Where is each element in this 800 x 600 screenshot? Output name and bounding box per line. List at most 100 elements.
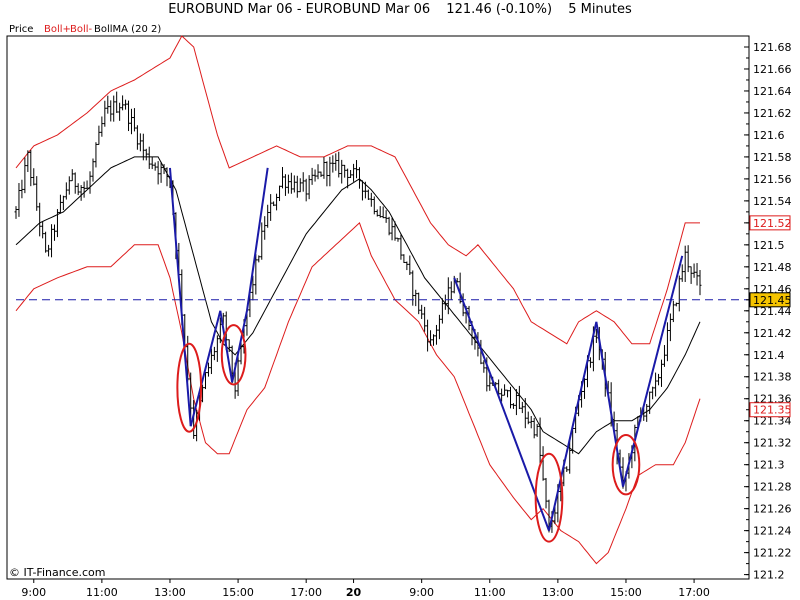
pattern-segment bbox=[219, 310, 234, 383]
price-bar bbox=[266, 204, 270, 228]
price-tag-label: 121.35 bbox=[753, 404, 792, 417]
pattern-segment bbox=[453, 277, 550, 531]
y-tick-label: 121.66 bbox=[753, 63, 792, 76]
price-bar bbox=[97, 125, 101, 145]
price-bar bbox=[366, 189, 370, 200]
legend: Price Boll+ Boll- BollMA (20 2) bbox=[9, 24, 161, 35]
title-last: 121.46 (-0.10%) bbox=[446, 2, 553, 17]
price-bar bbox=[340, 159, 344, 184]
y-tick-label: 121.22 bbox=[753, 547, 792, 560]
price-bar bbox=[138, 133, 142, 152]
bollma-line bbox=[15, 156, 701, 455]
x-tick-label: 11:00 bbox=[86, 586, 118, 599]
price-bar bbox=[109, 100, 113, 122]
price-bar bbox=[334, 153, 338, 171]
boll_lower-line bbox=[15, 222, 701, 565]
price-tag-box bbox=[749, 292, 791, 308]
price-bar bbox=[73, 172, 77, 194]
price-bar bbox=[449, 281, 453, 300]
price-bar bbox=[387, 216, 391, 236]
price-bar bbox=[417, 292, 421, 315]
y-tick-label: 121.54 bbox=[753, 195, 792, 208]
pattern-segment bbox=[245, 167, 269, 311]
price-bar bbox=[544, 477, 548, 509]
price-bar bbox=[648, 391, 652, 414]
price-bar bbox=[520, 401, 524, 414]
price-bar bbox=[165, 167, 169, 187]
y-tick-label: 121.42 bbox=[753, 327, 792, 340]
price-bar bbox=[402, 254, 406, 263]
price-bar bbox=[254, 254, 258, 295]
price-bar bbox=[375, 209, 379, 217]
legend-boll-lower: Boll- bbox=[70, 24, 93, 35]
price-bar bbox=[651, 386, 655, 400]
price-bar bbox=[517, 385, 521, 410]
price-bar bbox=[289, 172, 293, 194]
price-bar bbox=[541, 446, 545, 481]
price-bar bbox=[64, 182, 68, 200]
pattern-segment bbox=[231, 310, 248, 383]
y-tick-label: 121.6 bbox=[753, 129, 785, 142]
price-bar bbox=[67, 176, 71, 195]
y-tick-label: 121.34 bbox=[753, 415, 792, 428]
price-bar bbox=[680, 264, 684, 282]
y-tick-label: 121.5 bbox=[753, 239, 785, 252]
price-bar bbox=[346, 168, 350, 189]
x-tick-label: 20 bbox=[346, 586, 362, 599]
price-bar bbox=[52, 224, 56, 241]
price-bar bbox=[192, 400, 196, 439]
price-bar bbox=[159, 161, 163, 183]
price-bar bbox=[482, 360, 486, 373]
price-bar bbox=[420, 304, 424, 319]
price-bar bbox=[153, 162, 157, 171]
plot-frame bbox=[6, 35, 750, 580]
price-bar bbox=[85, 180, 89, 189]
price-bar bbox=[257, 255, 261, 263]
price-bar bbox=[20, 179, 24, 199]
price-bar bbox=[144, 148, 148, 161]
price-bar bbox=[251, 275, 255, 301]
price-tag-box bbox=[749, 402, 791, 418]
x-tick-label: 13:00 bbox=[542, 586, 574, 599]
price-bar bbox=[384, 210, 388, 223]
price-bar bbox=[88, 171, 92, 194]
price-bar bbox=[328, 156, 332, 187]
price-bar bbox=[568, 440, 572, 474]
title-symbol: EUROBUND Mar 06 - EUROBUND Mar 06 bbox=[168, 2, 431, 17]
pattern-circle bbox=[611, 434, 641, 496]
price-bar bbox=[511, 403, 515, 409]
price-bar bbox=[503, 384, 507, 396]
price-bar bbox=[331, 155, 335, 173]
legend-boll-upper: Boll+ bbox=[44, 24, 71, 35]
price-bar bbox=[41, 221, 45, 239]
price-bar bbox=[668, 313, 672, 342]
price-bar bbox=[529, 416, 533, 429]
x-tick-label: 9:00 bbox=[409, 586, 434, 599]
price-bar bbox=[381, 206, 385, 219]
price-bar bbox=[135, 125, 139, 150]
price-bar bbox=[695, 263, 699, 286]
price-bar bbox=[446, 277, 450, 315]
price-bar bbox=[206, 362, 210, 377]
price-bar bbox=[532, 417, 536, 439]
legend-bollma: BollMA (20 2) bbox=[94, 24, 161, 35]
y-tick-label: 121.4 bbox=[753, 349, 785, 362]
price-bar bbox=[127, 100, 131, 132]
price-bar bbox=[508, 386, 512, 409]
price-bar bbox=[307, 175, 311, 200]
title-interval: 5 Minutes bbox=[568, 2, 632, 17]
price-bar bbox=[369, 192, 373, 207]
price-bar bbox=[269, 194, 273, 221]
price-bar bbox=[91, 158, 95, 182]
pattern-segment bbox=[548, 321, 598, 531]
pattern-circle bbox=[220, 324, 247, 386]
price-bar bbox=[147, 146, 151, 169]
price-bar bbox=[260, 222, 264, 260]
price-bar bbox=[343, 164, 347, 178]
price-bar bbox=[121, 95, 125, 111]
price-bar bbox=[236, 352, 240, 397]
price-bar bbox=[390, 217, 394, 241]
price-bar bbox=[79, 185, 83, 201]
price-bar bbox=[423, 306, 427, 332]
price-bar bbox=[141, 133, 145, 161]
